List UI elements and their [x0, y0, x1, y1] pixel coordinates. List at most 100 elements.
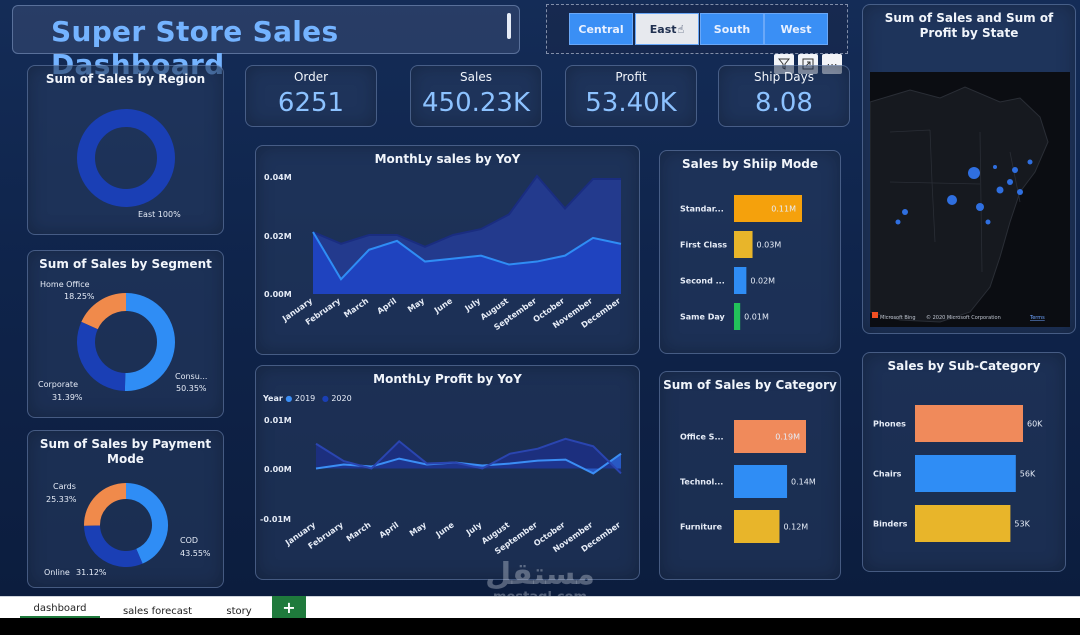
x-tick: June [434, 520, 457, 540]
map-bubble[interactable] [985, 219, 991, 225]
bar-category-label: Technol... [680, 478, 723, 487]
donut-slice[interactable] [124, 293, 175, 391]
bar[interactable] [734, 195, 802, 222]
card-title: Sales by Shiip Mode [682, 157, 818, 171]
dashboard-canvas: Super Store Sales Dashboard Central East… [0, 0, 1080, 605]
y-tick: 0.00M [264, 465, 292, 474]
slice-name-cards: Cards [53, 482, 76, 491]
state-map[interactable]: Microsoft Bing © 2020 Microsoft Corporat… [870, 72, 1070, 327]
monthly-sales-card[interactable]: MonthLy sales by YoY 0.04M 0.02M 0.00M J… [255, 145, 640, 355]
map-bubble[interactable] [993, 165, 997, 169]
donut-slice[interactable] [81, 293, 127, 330]
bar[interactable] [734, 510, 780, 543]
ship-mode-chart: Standar... 0.11M First Class 0.03M Second ..… [680, 195, 802, 330]
subcategory-card[interactable]: Sales by Sub-Category Phones 60K Chairs 56K… [862, 352, 1066, 572]
area-series[interactable] [313, 232, 621, 294]
map-brand: Microsoft Bing [880, 315, 916, 321]
title-scroll-handle[interactable] [507, 13, 511, 39]
subcategory-chart: Phones 60K Chairs 56K Binders 53K [873, 405, 1043, 542]
bar[interactable] [915, 455, 1016, 492]
map-bubble[interactable] [968, 167, 980, 179]
bar-category-label: Office S... [680, 433, 724, 442]
add-page-button[interactable]: + [272, 596, 306, 618]
bar[interactable] [734, 465, 788, 498]
donut-slice[interactable] [125, 483, 168, 564]
bar[interactable] [734, 231, 753, 258]
bar-value-label: 56K [1020, 470, 1036, 479]
bar-value-label: 0.19M [775, 433, 800, 442]
region-card[interactable]: Sum of Sales by Region East 100% [27, 65, 224, 235]
bar[interactable] [734, 420, 806, 453]
slice-pct-cards: 25.33% [46, 495, 77, 504]
slicer-button-east-label: East [649, 22, 677, 36]
series-line[interactable] [312, 174, 621, 248]
map-bubble[interactable] [1012, 167, 1018, 173]
category-chart: Office S... 0.19M Technol... 0.14M Furniture… [680, 420, 816, 543]
slice-name-consumer: Consu... [175, 372, 207, 381]
map-bubble[interactable] [976, 203, 984, 211]
category-card[interactable]: Sum of Sales by Category Office S... 0.19… [659, 371, 841, 580]
monthly-profit-card[interactable]: MonthLy Profit by YoY Year ● 2019 ● 2020… [255, 365, 640, 580]
kpi-value: 8.08 [755, 88, 813, 118]
map-bubble[interactable] [1007, 179, 1013, 185]
bar-category-label: Binders [873, 520, 908, 529]
x-tick: July [464, 520, 484, 538]
card-title: Sales by Sub-Category [887, 359, 1041, 373]
bar[interactable] [915, 405, 1023, 442]
slice-pct-home-office: 18.25% [64, 292, 95, 301]
y-tick: 0.00M [264, 290, 292, 299]
bar[interactable] [734, 267, 747, 294]
map-bubble[interactable] [902, 209, 908, 215]
series-line[interactable] [315, 437, 622, 475]
donut-slice[interactable] [84, 483, 127, 527]
card-title: MonthLy sales by YoY [374, 152, 521, 166]
donut-slice-east[interactable] [77, 109, 175, 207]
slicer-button-west[interactable]: West [764, 13, 828, 45]
payment-donut: Cards 25.33% COD 43.55% Online 31.12% [44, 482, 211, 577]
x-tick: June [432, 296, 455, 316]
kpi-card-ship-days: Ship Days 8.08 [718, 65, 850, 127]
tab-story[interactable]: story [226, 606, 252, 617]
kpi-label: Profit [615, 70, 647, 84]
series-line[interactable] [312, 231, 622, 281]
legend-item-2020[interactable]: 2020 [331, 394, 352, 403]
ship-mode-card[interactable]: Sales by Shiip Mode Standar... 0.11M First… [659, 150, 841, 354]
dashboard-title: Super Store Sales Dashboard [51, 15, 339, 81]
map-bubble[interactable] [895, 219, 901, 225]
area-series[interactable] [316, 438, 621, 474]
donut-slice[interactable] [84, 525, 143, 567]
slice-pct-corporate: 31.39% [52, 393, 83, 402]
donut-slice[interactable] [77, 321, 126, 391]
map-bubble[interactable] [1027, 159, 1033, 165]
map-bubble[interactable] [996, 186, 1004, 194]
bar-value-label: 60K [1027, 420, 1043, 429]
payment-card[interactable]: Sum of Sales by Payment Mode Cards 25.33… [27, 430, 224, 588]
tab-sales-forecast[interactable]: sales forecast [122, 606, 193, 617]
x-tick: March [342, 296, 370, 319]
bar-category-label: Phones [873, 420, 906, 429]
map-bubble[interactable] [947, 195, 957, 205]
segment-donut: Home Office 18.25% Consu... 50.35% Corpo… [38, 280, 207, 402]
map-card[interactable]: Sum of Sales and Sum of Profit by State … [862, 4, 1076, 334]
x-tick: May [406, 296, 427, 314]
x-tick: July [463, 296, 483, 314]
tab-dashboard[interactable]: dashboard [20, 597, 100, 619]
map-terms-link[interactable]: Terms [1029, 315, 1045, 321]
kpi-card-sales: Sales 450.23K [410, 65, 542, 127]
slicer-button-central[interactable]: Central [569, 13, 633, 45]
card-title: Sum of Sales by Payment Mode [39, 437, 212, 466]
map-bubble[interactable] [1017, 189, 1023, 195]
series-line[interactable] [315, 452, 622, 475]
page-tabbar: dashboard sales forecast story [0, 596, 1080, 619]
bar[interactable] [915, 505, 1011, 542]
slice-name-corporate: Corporate [38, 380, 78, 389]
bar[interactable] [734, 303, 741, 330]
x-tick: May [408, 520, 429, 538]
slicer-button-east[interactable]: East ☝ [635, 13, 699, 45]
kpi-label: Sales [460, 70, 492, 84]
segment-card[interactable]: Sum of Sales by Segment Home Office 18.2… [27, 250, 224, 418]
slicer-button-south[interactable]: South [700, 13, 764, 45]
map-attribution: © 2020 Microsoft Corporation [926, 314, 1001, 321]
legend-item-2019[interactable]: 2019 [294, 394, 316, 403]
